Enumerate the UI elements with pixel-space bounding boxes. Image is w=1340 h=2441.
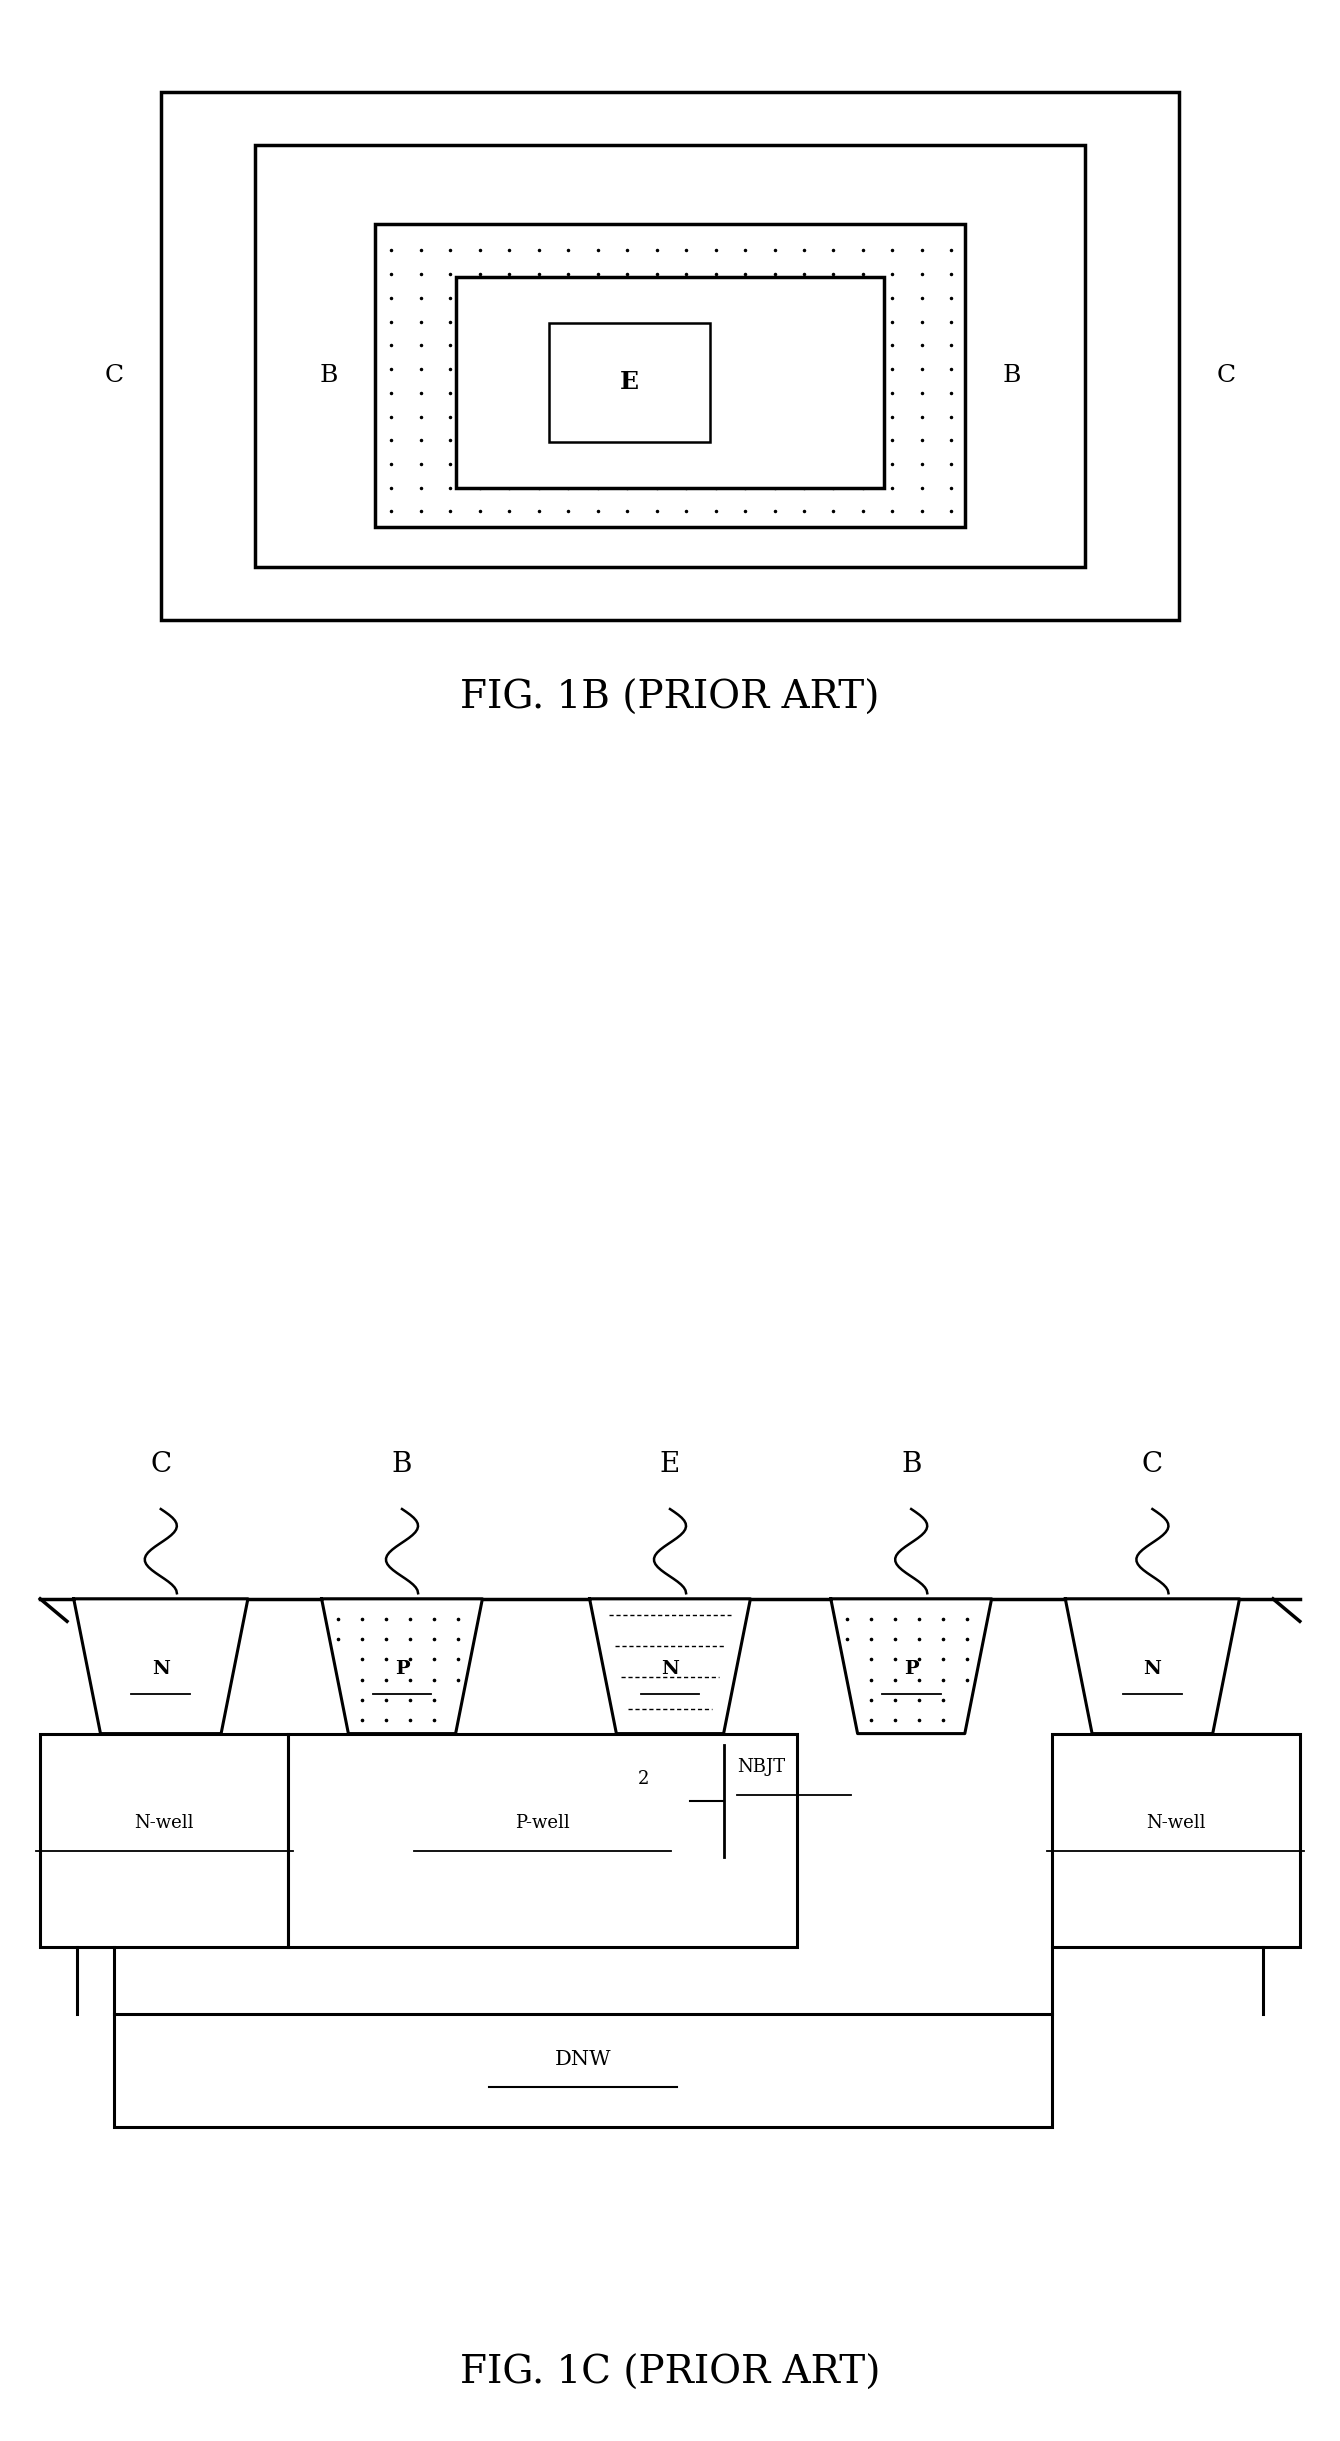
Text: P: P — [395, 1660, 409, 1677]
Bar — [1052, 1733, 1300, 1948]
Bar — [255, 144, 1085, 566]
Text: E: E — [620, 371, 639, 395]
Text: N: N — [661, 1660, 679, 1677]
Bar — [288, 1733, 797, 1948]
Text: NBJT: NBJT — [737, 1758, 785, 1777]
Text: C: C — [105, 364, 123, 388]
Polygon shape — [1065, 1599, 1240, 1733]
Bar — [375, 225, 965, 527]
Polygon shape — [74, 1599, 248, 1733]
Bar — [40, 1733, 288, 1948]
Bar — [114, 2014, 1052, 2126]
Text: C: C — [1142, 1450, 1163, 1477]
Text: N-well: N-well — [134, 1814, 194, 1833]
Text: C: C — [1217, 364, 1235, 388]
Text: FIG. 1C (PRIOR ART): FIG. 1C (PRIOR ART) — [460, 2356, 880, 2392]
Text: B: B — [900, 1450, 922, 1477]
Text: N-well: N-well — [1146, 1814, 1206, 1833]
Text: N: N — [1143, 1660, 1162, 1677]
Text: B: B — [1002, 364, 1021, 388]
Polygon shape — [831, 1599, 992, 1733]
Bar — [161, 93, 1179, 620]
Text: DNW: DNW — [555, 2050, 611, 2068]
Text: P-well: P-well — [516, 1814, 570, 1833]
Text: P: P — [905, 1660, 918, 1677]
Text: N: N — [151, 1660, 170, 1677]
Bar — [549, 322, 710, 442]
Text: C: C — [150, 1450, 172, 1477]
Text: B: B — [319, 364, 338, 388]
Bar — [456, 276, 884, 488]
Text: 2: 2 — [638, 1770, 649, 1787]
Text: E: E — [659, 1450, 681, 1477]
Text: FIG. 1B (PRIOR ART): FIG. 1B (PRIOR ART) — [460, 681, 880, 718]
Polygon shape — [590, 1599, 750, 1733]
Text: B: B — [391, 1450, 413, 1477]
Polygon shape — [322, 1599, 482, 1733]
